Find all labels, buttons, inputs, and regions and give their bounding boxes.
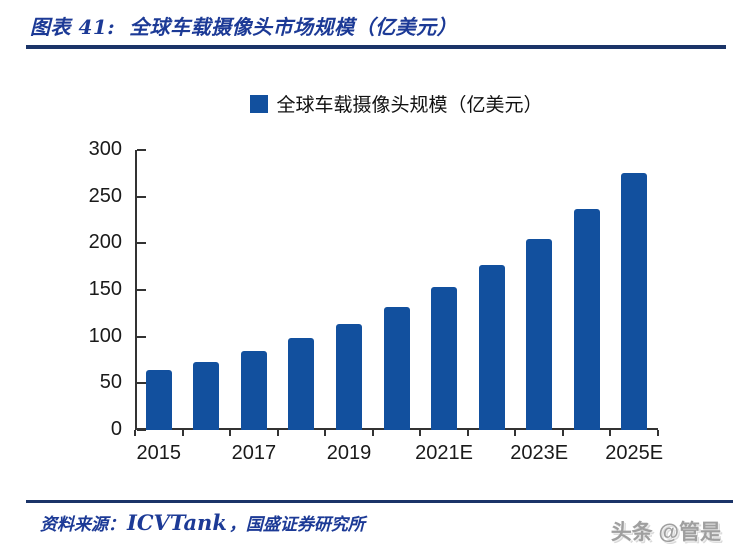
- x-tick: [561, 430, 564, 436]
- bar: [526, 238, 553, 430]
- chart-title-text: 全球车载摄像头市场规模（亿美元）: [129, 15, 458, 39]
- x-tick: [181, 430, 184, 436]
- source-name-en: ICVTank: [127, 510, 227, 535]
- x-tick-label: 2019: [326, 442, 372, 464]
- y-tick-label: 200: [88, 231, 122, 254]
- bar: [478, 264, 505, 430]
- bar: [288, 337, 315, 430]
- legend: 全球车载摄像头规模（亿美元）: [135, 90, 658, 117]
- legend-label: 全球车载摄像头规模（亿美元）: [276, 94, 543, 116]
- x-tick: [609, 430, 612, 436]
- x-tick: [134, 430, 136, 436]
- watermark: 头条 @管是: [610, 521, 721, 544]
- y-tick-label: 300: [88, 138, 122, 160]
- y-tick: [137, 335, 146, 338]
- x-tick: [324, 430, 327, 436]
- y-tick-label: 250: [88, 184, 122, 207]
- y-tick: [137, 382, 146, 385]
- x-tick: [466, 430, 469, 436]
- y-tick-label: 50: [99, 371, 122, 394]
- x-tick: [419, 430, 422, 436]
- bar: [145, 370, 172, 430]
- y-tick: [137, 149, 146, 151]
- y-tick-label: 100: [88, 324, 122, 347]
- x-tick-label: 2023E: [510, 442, 569, 464]
- y-tick: [137, 242, 146, 245]
- x-tick: [371, 430, 374, 436]
- y-tick-label: 0: [110, 418, 122, 440]
- legend-swatch: [250, 94, 269, 113]
- bar: [193, 361, 220, 430]
- top-divider: [26, 45, 726, 49]
- y-tick: [137, 429, 146, 431]
- bottom-divider: [26, 500, 733, 503]
- figure-number: 图表 41:: [30, 15, 116, 39]
- bar: [383, 306, 410, 430]
- bar: [573, 208, 600, 430]
- y-tick: [137, 195, 146, 198]
- source-label: 资料来源：: [40, 515, 125, 535]
- x-tick: [229, 430, 232, 436]
- source-name-cn: ，国盛证券研究所: [228, 515, 365, 535]
- x-tick-label: 2017: [231, 442, 277, 464]
- x-tick: [276, 430, 279, 436]
- chart-title: 图表 41: 全球车载摄像头市场规模（亿美元）: [30, 11, 457, 40]
- x-tick-label: 2021E: [415, 442, 473, 464]
- x-tick: [657, 430, 659, 436]
- x-tick-label: 2015: [136, 442, 182, 464]
- bar: [240, 350, 267, 430]
- y-tick-label: 150: [88, 278, 122, 300]
- x-tick-label: 2025E: [605, 442, 664, 464]
- bar: [431, 287, 458, 430]
- y-tick: [137, 289, 146, 291]
- bar: [621, 173, 648, 430]
- source-line: 资料来源：ICVTank ，国盛证券研究所: [40, 510, 365, 535]
- bar: [335, 323, 362, 430]
- x-tick: [514, 430, 517, 436]
